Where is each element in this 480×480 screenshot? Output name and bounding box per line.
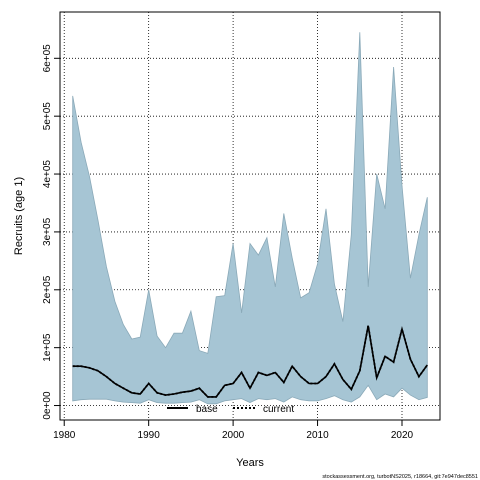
y-tick-label-6: 6e+05 (42, 44, 53, 73)
x-tick-label-0: 1980 (53, 430, 76, 441)
y-tick-label-2: 2e+05 (42, 275, 53, 304)
x-tick-label-4: 2020 (391, 430, 414, 441)
y-axis-title: Recruits (age 1) (13, 177, 25, 255)
plot-frame (59, 11, 441, 421)
x-tick-label-1: 1990 (138, 430, 161, 441)
x-axis: 1980 1990 2000 2010 2020 (53, 420, 414, 441)
series-lines-group (72, 325, 429, 398)
legend: base current (167, 404, 294, 415)
x-tick-label-2: 2000 (222, 430, 245, 441)
legend-current-label: current (263, 404, 294, 415)
y-axis: 0e+00 1e+05 2e+05 3e+05 4e+05 5e+05 6e+05 (42, 44, 60, 420)
y-tick-label-5: 5e+05 (42, 102, 53, 131)
y-tick-label-4: 4e+05 (42, 160, 53, 189)
confidence-band (72, 32, 428, 405)
footnote: stockassessment.org, turbotNS2025, r1866… (322, 474, 478, 480)
y-tick-label-0: 0e+00 (42, 391, 53, 420)
y-tick-label-1: 1e+05 (42, 333, 53, 362)
confidence-band-group (72, 32, 428, 405)
y-tick-label-3: 3e+05 (42, 217, 53, 246)
x-axis-title: Years (236, 457, 264, 469)
legend-base-label: base (196, 404, 218, 415)
x-tick-label-3: 2010 (306, 430, 329, 441)
series-line-base (72, 325, 428, 398)
